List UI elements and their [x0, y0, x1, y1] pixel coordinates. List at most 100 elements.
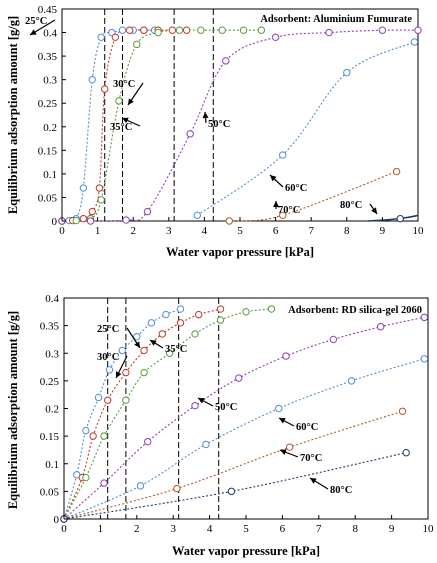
annotation-arrowhead: [134, 341, 140, 348]
series-annotation-label: 30°C: [113, 79, 135, 90]
x-tick-label: 8: [344, 225, 350, 237]
data-point-35c: [239, 26, 248, 34]
x-tick-label: 9: [380, 225, 386, 237]
data-point-30c: [140, 346, 148, 355]
data-point-60c: [420, 355, 429, 363]
data-point-25c: [133, 332, 141, 341]
data-point-30c: [88, 207, 96, 216]
data-point-70c: [285, 443, 294, 451]
x-tick-label: 6: [280, 523, 286, 535]
data-point-35c: [242, 308, 250, 316]
y-tick-label: 0.1: [45, 459, 59, 471]
data-point-35c: [115, 97, 123, 105]
x-tick-label: 10: [413, 225, 425, 237]
y-tick-label: 0.25: [38, 98, 58, 110]
y-tick-label: 0: [52, 216, 58, 228]
data-point-50c: [186, 130, 194, 138]
annotation-arrowhead: [116, 371, 122, 378]
data-point-30c: [182, 26, 191, 34]
data-point-30c: [168, 26, 177, 34]
data-point-50c: [144, 437, 152, 446]
axis-ticks: 0 1 2 3 4 5 6 7 8 9 10 0 0.05 0.1 0.15 0.2 0.25 0.3 0.35 0.…: [40, 293, 434, 535]
data-point-80c: [227, 487, 236, 496]
data-point-50c: [329, 335, 338, 344]
data-point-25c: [82, 426, 90, 435]
data-point-30c: [125, 26, 134, 34]
series-annotation-label: 50°C: [215, 402, 237, 413]
y-tick-label: 0.4: [45, 293, 59, 305]
data-point-30c: [122, 368, 130, 377]
data-point-50c: [191, 402, 199, 410]
data-point-35c: [122, 396, 130, 404]
series-markers: [58, 26, 422, 225]
data-point-30c: [140, 26, 148, 34]
annotation-arrowhead: [30, 29, 37, 35]
annotation-arrowhead: [371, 207, 377, 214]
data-point-60c: [275, 404, 283, 413]
data-point-80c: [396, 214, 404, 223]
data-point-30c: [111, 33, 120, 41]
x-tick-label: 3: [166, 225, 172, 237]
y-tick-label: 0.2: [43, 122, 57, 134]
series-annotation-label: 25°C: [97, 324, 119, 335]
data-point-50c: [271, 33, 280, 41]
data-point-30c: [176, 319, 185, 327]
data-point-50c: [100, 479, 108, 487]
data-point-50c: [143, 207, 152, 216]
y-tick-label: 0.45: [38, 4, 58, 16]
data-point-30c: [158, 330, 166, 338]
data-point-35c: [175, 26, 184, 34]
y-axis-label: Equilibrium adsorption amount [g/g]: [6, 16, 20, 214]
data-point-50c: [376, 323, 385, 331]
series-annotation-label: 70°C: [300, 453, 322, 464]
data-point-30c: [103, 396, 112, 404]
y-tick-label: 0.05: [40, 486, 60, 498]
y-tick-label: 0.2: [45, 404, 59, 416]
axis-ticks: 0 1 2 3 4 5 6 7 8 9 10 0 0.05 0.1 0.15 0.2 0.25 0.3 0.35 0.…: [38, 4, 424, 237]
data-point-50c: [414, 26, 422, 34]
x-tick-label: 0: [59, 225, 65, 237]
annotation-arrowhead: [122, 117, 129, 124]
series-line-25c: [63, 308, 181, 520]
y-tick-label: 0.35: [40, 321, 60, 333]
data-point-25c: [147, 319, 156, 327]
y-tick-label: 0.4: [43, 28, 57, 40]
y-tick-label: 0.15: [38, 145, 58, 157]
series-line-70c: [229, 170, 397, 222]
x-tick-label: 1: [95, 225, 101, 237]
y-tick-label: 0: [54, 514, 60, 526]
annotation-arrowhead: [202, 112, 209, 119]
adsorbent-annotation: Adsorbent: Aluminium Fumurate: [260, 14, 412, 25]
annotation-arrowhead: [273, 201, 279, 207]
y-tick-label: 0.05: [38, 192, 58, 204]
x-tick-label: 4: [202, 225, 208, 237]
data-point-30c: [89, 432, 97, 440]
chart-aluminium-fumurate: 0 1 2 3 4 5 6 7 8 9 10 0 0.05 0.1 0.15 0.2 0.25 0.3 0.35 0.…: [6, 4, 424, 259]
data-point-60c: [343, 68, 351, 77]
y-tick-label: 0.3: [45, 348, 59, 360]
series-line-60c: [196, 41, 415, 216]
x-tick-label: 7: [308, 225, 314, 237]
data-point-25c: [118, 346, 126, 355]
data-point-35c: [257, 26, 266, 34]
data-point-60c: [347, 377, 356, 385]
data-point-30c: [101, 85, 109, 93]
data-point-50c: [235, 374, 243, 382]
x-tick-label: 1: [98, 523, 104, 535]
data-point-50c: [86, 217, 95, 225]
series-annotations: 25°C 30°C 35°C 50°C 60°C 70°C 80°C: [97, 324, 352, 496]
data-point-30c: [216, 305, 225, 313]
annotation-arrowhead: [150, 340, 157, 346]
series-line-30c: [63, 308, 221, 520]
reference-lines: [107, 298, 220, 519]
annotation-arrowhead: [128, 98, 134, 105]
reference-lines: [104, 9, 214, 221]
y-tick-label: 0.25: [40, 376, 60, 388]
x-axis-label: Water vapor pressure [kPa]: [172, 544, 320, 558]
data-point-35c: [165, 349, 174, 357]
data-point-35c: [218, 26, 226, 34]
series-line-60c: [63, 358, 425, 520]
y-tick-label: 0.35: [38, 51, 58, 63]
series-annotation-label: 70°C: [278, 205, 300, 216]
